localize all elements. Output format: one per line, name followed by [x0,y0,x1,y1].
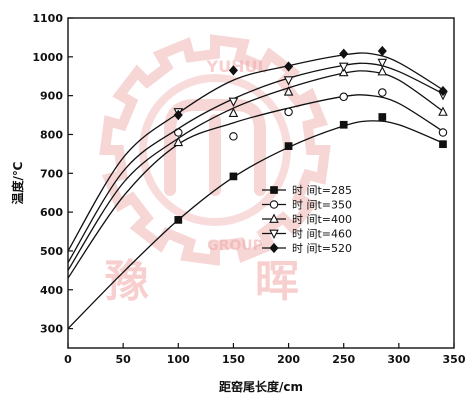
data-point [283,86,294,96]
legend-label: 时 间t=520 [292,242,352,255]
data-point [283,76,294,86]
data-point [338,62,349,73]
series-line [67,94,444,279]
x-tick-label: 250 [332,353,355,366]
data-point [228,107,239,117]
watermark-inner-ring [139,74,291,226]
watermark-left-glyph: 豫 [105,256,149,307]
y-axis: 300 400 500 600 700 800 900 1000 1100 [32,12,73,336]
x-tick-label: 0 [64,353,72,366]
x-tick-label: 150 [222,353,245,366]
plot-frame [67,17,455,349]
data-point [284,107,293,117]
legend-entry: 时 间t=400 [262,213,352,226]
plot-area [67,45,448,330]
data-point [173,109,183,121]
data-point [229,172,238,181]
data-point [228,65,238,76]
legend-label: 时 间t=400 [292,213,352,226]
legend-label: 时 间t=460 [292,228,352,241]
data-point [339,120,348,129]
legend-marker [269,242,279,254]
series-5 [67,45,448,252]
y-axis-title: 温度/℃ [10,162,25,205]
data-point [284,61,294,72]
data-point [377,66,388,76]
x-tick-label: 50 [115,353,131,366]
legend-entry: 时 间t=460 [262,228,352,241]
legend-entry: 时 间t=520 [262,242,352,255]
series-line [67,70,444,271]
data-point [228,97,239,107]
series-line [67,62,444,263]
data-point [438,106,448,116]
x-tick-label: 200 [277,353,300,366]
y-tick-label: 500 [40,245,63,258]
watermark-gear-ring [99,34,331,266]
y-tick-label: 800 [40,128,63,141]
data-point [438,128,448,137]
data-point [377,58,388,69]
x-tick-label: 300 [387,353,410,366]
data-point [339,92,348,102]
series-4 [67,58,448,263]
legend-label: 时 间t=285 [292,184,352,197]
data-point [378,113,387,121]
y-tick-label: 1000 [32,51,63,64]
y-tick-label: 700 [40,167,63,180]
legend-entry: 时 间t=350 [262,199,352,212]
y-tick-label: 900 [40,90,63,103]
x-tick-label: 100 [167,353,190,366]
data-point [378,88,387,97]
x-axis-title: 距窑尾长度/cm [219,379,303,394]
series-2 [67,88,448,279]
x-axis: 0 50 100 150 200 250 300 350 [64,343,466,366]
watermark-ring-text-bottom: GROUP [207,238,263,254]
legend-marker [269,213,279,223]
legend-marker [269,200,279,209]
legend-marker [269,229,279,240]
series-1 [67,113,447,330]
watermark-emblem [164,99,266,196]
data-point [377,45,387,57]
y-tick-label: 600 [40,206,63,219]
data-point [173,136,184,147]
x-tick-label: 350 [443,353,466,366]
data-point [229,132,238,141]
legend-label: 时 间t=350 [292,199,352,212]
y-tick-label: 1100 [32,12,63,25]
y-tick-label: 300 [40,323,63,336]
data-point [174,216,183,224]
data-point [439,140,447,149]
legend-marker [270,186,278,194]
data-point [284,142,293,150]
data-point [438,85,448,97]
series-line [67,52,444,252]
y-tick-label: 400 [40,284,63,297]
legend-entry: 时 间t=285 [262,184,352,197]
watermark-right-glyph: 晖 [255,256,299,307]
data-point [339,48,349,59]
